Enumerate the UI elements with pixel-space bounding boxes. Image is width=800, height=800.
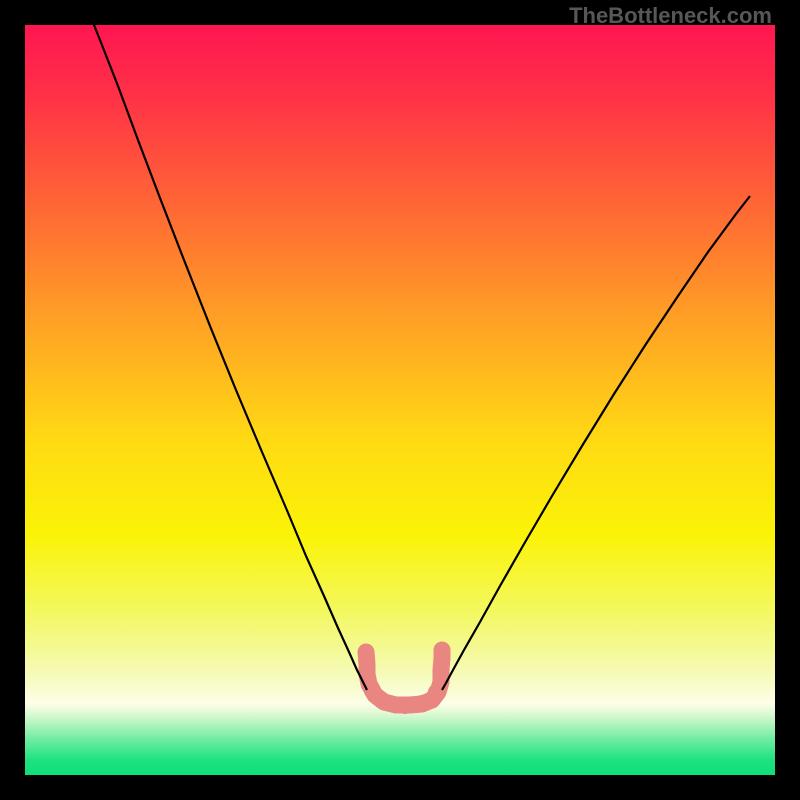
- bottleneck-chart: [0, 0, 800, 800]
- trough-dot: [434, 645, 450, 661]
- watermark-text: TheBottleneck.com: [569, 3, 772, 29]
- trough-dot: [397, 698, 413, 714]
- trough-dot: [414, 695, 430, 711]
- trough-dot: [358, 644, 374, 660]
- plot-area: [25, 0, 775, 775]
- trough-dot: [364, 683, 380, 699]
- trough-dot: [380, 695, 396, 711]
- chart-frame: TheBottleneck.com: [0, 0, 800, 800]
- trough-dot: [428, 684, 444, 700]
